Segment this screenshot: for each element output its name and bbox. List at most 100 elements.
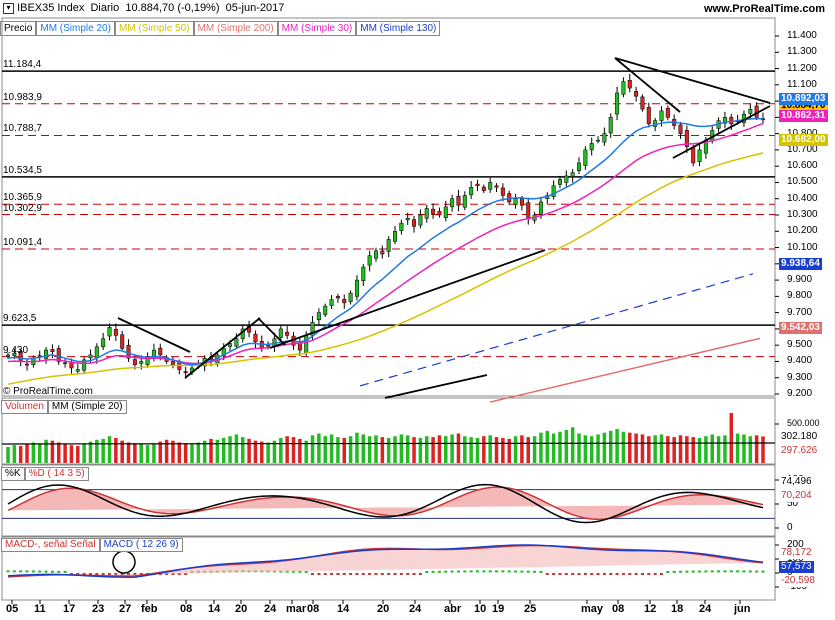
x-tick-label: 11 xyxy=(34,603,46,615)
volume-bar xyxy=(355,432,359,463)
volume-bar xyxy=(418,438,423,463)
candle-body xyxy=(526,202,531,219)
macd-histogram-bar xyxy=(25,570,29,573)
x-tick-label: 20 xyxy=(377,603,390,615)
candle-body xyxy=(63,362,68,365)
volume-bar xyxy=(215,439,220,463)
stoch-badge: 70,204 xyxy=(779,490,814,502)
y-tick-label: 200 xyxy=(787,539,804,550)
instrument-name: IBEX35 Index xyxy=(17,2,85,14)
candle-body xyxy=(678,124,683,134)
volume-bar xyxy=(761,436,765,463)
stoch-d-line xyxy=(7,486,764,521)
candle-body xyxy=(443,206,448,218)
candle-body xyxy=(424,208,429,219)
macd-histogram-bar xyxy=(526,570,530,573)
candle-body xyxy=(386,239,391,252)
legend-ma200[interactable]: MM (Simple 200) xyxy=(193,21,278,36)
volume-bar xyxy=(158,441,163,463)
candle-body xyxy=(722,117,727,124)
macd-histogram-bar xyxy=(717,570,721,573)
macd-histogram-bar xyxy=(577,573,581,575)
macd-histogram-bar xyxy=(672,570,676,573)
candle-body xyxy=(513,198,518,205)
volume-bar xyxy=(501,438,505,463)
volume-bar xyxy=(279,438,283,463)
macd-histogram-bar xyxy=(495,570,499,573)
volume-bar xyxy=(310,435,315,463)
macd-histogram-bar xyxy=(647,573,651,575)
macd-histogram-bar xyxy=(533,570,537,573)
volume-bar xyxy=(659,434,664,463)
macd-line xyxy=(7,544,764,578)
y-tick-label: 10.400 xyxy=(787,192,818,204)
trendline xyxy=(672,105,771,159)
volume-ma-label[interactable]: MM (Simple 20) xyxy=(47,400,127,414)
candle-body xyxy=(475,183,480,186)
legend-ma20[interactable]: MM (Simple 20) xyxy=(36,21,115,36)
volume-bar xyxy=(367,436,372,463)
candle-body xyxy=(50,349,55,352)
volume-bar xyxy=(361,434,366,463)
candle-body xyxy=(557,178,562,185)
candle-body xyxy=(691,147,696,164)
y-tick-label: 9.300 xyxy=(787,371,813,383)
macd-histogram-bar xyxy=(349,573,353,575)
macd-histogram-bar xyxy=(615,573,619,575)
candle-body xyxy=(367,255,372,266)
macd-histogram-bar xyxy=(114,573,118,575)
volume-bar xyxy=(628,432,632,463)
macd-histogram-bar xyxy=(742,570,746,573)
candle-body xyxy=(107,327,112,337)
volume-bar xyxy=(114,438,118,463)
candle-body xyxy=(481,186,486,191)
candle-body xyxy=(621,81,626,95)
volume-bar xyxy=(444,436,448,463)
volume-bar xyxy=(50,440,55,463)
volume-bar xyxy=(424,436,429,463)
trendline xyxy=(269,249,546,349)
volume-legend: Volumen MM (Simple 20) xyxy=(1,400,127,414)
candle-body xyxy=(507,193,512,203)
volume-bar xyxy=(183,443,188,463)
legend-ma30[interactable]: MM (Simple 30) xyxy=(277,21,357,36)
macd-histogram-bar xyxy=(19,570,23,573)
trendline xyxy=(117,317,191,353)
level-label: 10.788,7 xyxy=(3,123,42,135)
price-badge: 9.938,64 xyxy=(779,258,822,270)
legend-price[interactable]: Precio xyxy=(0,21,37,36)
legend-ma50[interactable]: MM (Simple 50) xyxy=(114,21,194,36)
y-tick-label: 9.200 xyxy=(787,388,813,399)
stoch-k-label[interactable]: %K xyxy=(1,467,25,481)
volume-bar xyxy=(539,432,543,463)
macd-label[interactable]: MACD-, señal Señal xyxy=(1,538,100,552)
macd-histogram-bar xyxy=(88,573,92,575)
x-tick-label: 14 xyxy=(208,603,221,615)
volume-bar xyxy=(551,433,556,463)
macd-histogram-bar xyxy=(501,570,505,573)
trendline xyxy=(184,317,261,379)
volume-label[interactable]: Volumen xyxy=(1,400,48,414)
candle-body xyxy=(551,185,556,198)
macd-settings-label[interactable]: MACD ( 12 26 9) xyxy=(99,538,183,552)
volume-bar xyxy=(545,430,550,463)
candle-body xyxy=(297,342,302,351)
macd-histogram-bar xyxy=(729,570,733,573)
legend-ma130[interactable]: MM (Simple 130) xyxy=(356,21,441,36)
macd-histogram-bar xyxy=(748,570,752,573)
price-badge: 10.682,00 xyxy=(779,134,828,146)
volume-bar xyxy=(729,413,734,463)
volume-bar xyxy=(748,436,753,463)
volume-bar xyxy=(336,437,340,463)
volume-bar xyxy=(285,436,289,463)
collapse-icon[interactable]: ▾ xyxy=(3,2,14,14)
candle-body xyxy=(462,195,467,208)
candle-body xyxy=(329,299,334,306)
volume-bar xyxy=(672,437,676,463)
stoch-d-label[interactable]: %D ( 14 3 5) xyxy=(24,467,89,481)
candle-body xyxy=(748,108,753,114)
volume-bar xyxy=(76,446,80,463)
volume-bar xyxy=(145,445,150,463)
macd-histogram-bar xyxy=(755,570,759,573)
